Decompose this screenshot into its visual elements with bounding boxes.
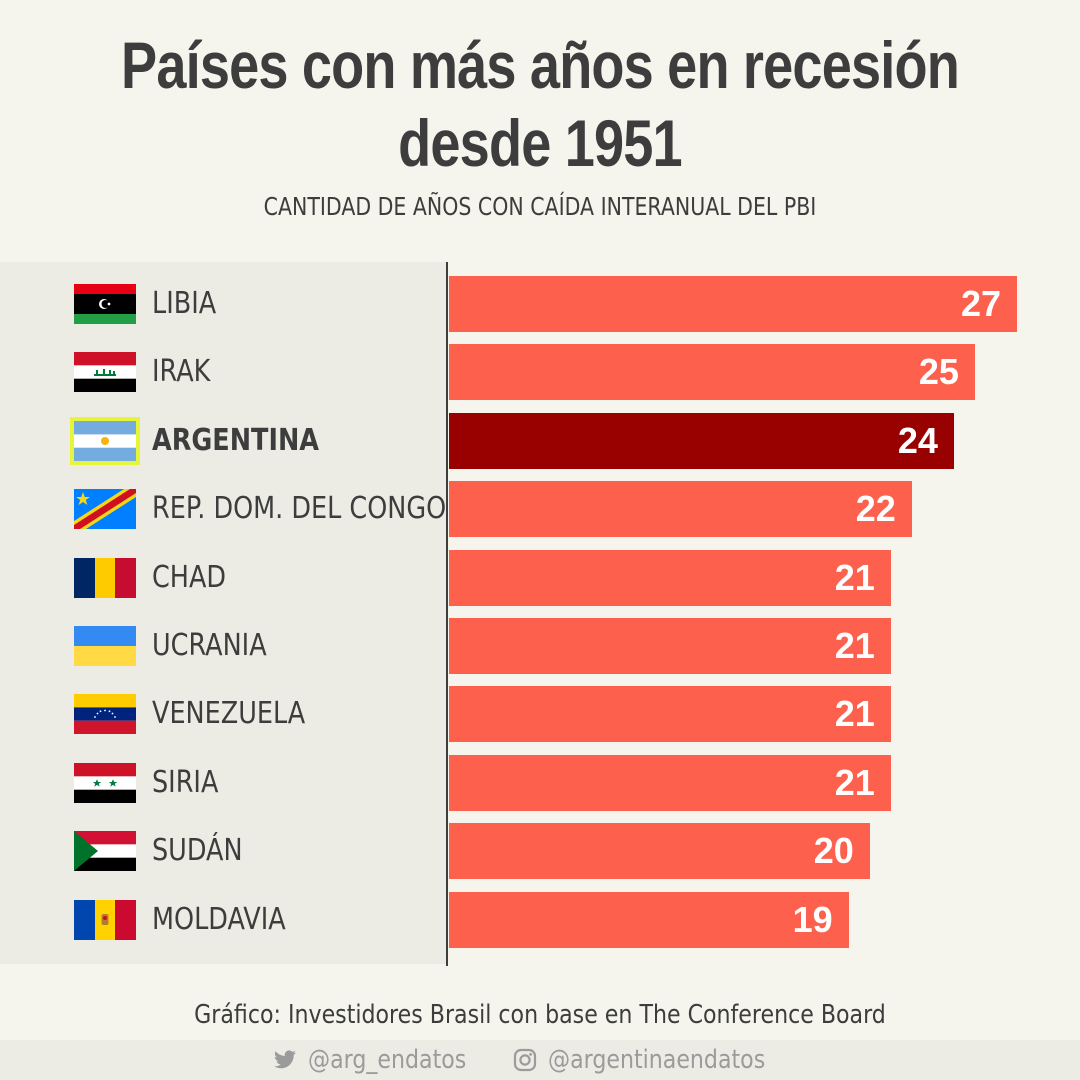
title-line-1: Países con más años en recesión [121, 28, 960, 102]
instagram-handle[interactable]: @argentinaendatos [548, 1045, 766, 1075]
twitter-handle[interactable]: @arg_endatos [308, 1045, 467, 1075]
twitter-icon [274, 1050, 296, 1069]
page-title: Países con más años en recesión desde 19… [97, 26, 983, 182]
bar-venezuela: 21 [449, 686, 891, 743]
footer-bar [0, 1040, 1080, 1080]
category-label-sudan: SUDÁN [152, 833, 243, 869]
value-label-venezuela: 21 [834, 693, 875, 735]
venezuela-flag-icon [74, 694, 136, 735]
value-label-chad: 21 [834, 556, 875, 598]
category-label-siria: SIRIA [152, 764, 219, 800]
bar-sudan: 20 [449, 823, 870, 880]
value-label-ucrania: 21 [834, 625, 875, 666]
category-label-chad: CHAD [152, 559, 227, 595]
bar-chad: 21 [449, 549, 891, 606]
chart-subtitle: CANTIDAD DE AÑOS CON CAÍDA INTERANUAL DE… [263, 192, 817, 221]
syria-flag-icon [74, 762, 136, 803]
bar-argentina: 24 [449, 412, 954, 469]
ukraine-flag-icon [74, 626, 136, 666]
sudan-flag-icon [74, 831, 136, 872]
value-label-argentina: 24 [897, 419, 938, 461]
argentina-flag-icon [70, 416, 140, 465]
title-line-2: desde 1951 [398, 106, 682, 180]
value-label-siria: 21 [834, 761, 875, 803]
value-label-sudan: 20 [813, 830, 854, 872]
value-label-libia: 27 [960, 283, 1001, 324]
category-label-irak: IRAK [152, 354, 211, 390]
drc-flag-icon [74, 489, 136, 530]
category-label-ucrania: UCRANIA [152, 628, 267, 663]
category-label-moldavia: MOLDAVIA [152, 901, 286, 937]
category-label-venezuela: VENEZUELA [152, 696, 306, 732]
source-note: Gráfico: Investidores Brasil con base en… [194, 1000, 886, 1030]
chad-flag-icon [74, 557, 136, 598]
bar-rep-dom-del-congo: 22 [449, 481, 912, 538]
category-label-argentina: ARGENTINA [152, 422, 320, 458]
axis-line [446, 262, 448, 966]
libya-flag-icon [74, 284, 136, 324]
value-label-moldavia: 19 [792, 898, 833, 940]
bar-ucrania: 21 [449, 618, 891, 674]
bar-moldavia: 19 [449, 891, 849, 948]
bar-siria: 21 [449, 754, 891, 811]
category-label-rep-dom-del-congo: REP. DOM. DEL CONGO [152, 491, 447, 527]
bar-irak: 25 [449, 344, 975, 401]
value-label-irak: 25 [918, 351, 959, 393]
value-label-rep-dom-del-congo: 22 [855, 488, 896, 530]
moldova-flag-icon [74, 899, 136, 940]
iraq-flag-icon [74, 352, 136, 393]
instagram-icon [513, 1048, 537, 1072]
bar-libia: 27 [449, 276, 1017, 332]
category-label-libia: LIBIA [152, 286, 217, 321]
